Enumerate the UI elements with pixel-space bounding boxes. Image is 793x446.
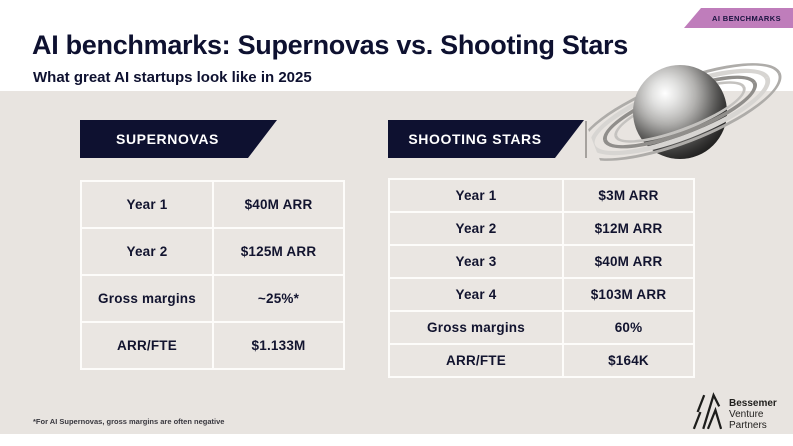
metric-value: $1.133M (214, 323, 343, 368)
metric-value: $40M ARR (564, 246, 693, 277)
bessemer-logo-text: Bessemer Venture Partners (729, 398, 777, 431)
metric-value: ~25%* (214, 276, 343, 321)
metric-label: Year 3 (390, 246, 562, 277)
badge-label: AI BENCHMARKS (712, 13, 781, 23)
metric-value: $103M ARR (564, 279, 693, 310)
page-title: AI benchmarks: Supernovas vs. Shooting S… (32, 30, 628, 60)
metric-label: Year 4 (390, 279, 562, 310)
logo-line-1: Bessemer (729, 398, 777, 409)
metric-label: Year 1 (82, 182, 212, 227)
banner-shooting-stars-label: SHOOTING STARS (408, 131, 542, 147)
metric-label: Year 1 (390, 180, 562, 211)
bessemer-lines-icon (692, 392, 723, 437)
metric-value: 60% (564, 312, 693, 343)
footnote: *For AI Supernovas, gross margins are of… (33, 417, 225, 426)
metric-label: Gross margins (390, 312, 562, 343)
metric-value: $12M ARR (564, 213, 693, 244)
ai-benchmarks-badge: AI BENCHMARKS (684, 8, 793, 28)
table-shooting-stars: Year 1 $3M ARR Year 2 $12M ARR Year 3 $4… (388, 178, 695, 378)
logo-line-2: Venture (729, 409, 764, 420)
logo-line-3: Partners (729, 420, 767, 431)
metric-value: $3M ARR (564, 180, 693, 211)
metric-label: Year 2 (82, 229, 212, 274)
table-supernovas: Year 1 $40M ARR Year 2 $125M ARR Gross m… (80, 180, 345, 370)
bessemer-logo: Bessemer Venture Partners (692, 392, 777, 437)
banner-side-divider (585, 121, 587, 158)
metric-value: $164K (564, 345, 693, 376)
metric-value: $125M ARR (214, 229, 343, 274)
metric-label: ARR/FTE (390, 345, 562, 376)
metric-label: Gross margins (82, 276, 212, 321)
bottom-white-band (0, 434, 793, 446)
banner-supernovas-label: SUPERNOVAS (116, 131, 219, 147)
metric-value: $40M ARR (214, 182, 343, 227)
metric-label: ARR/FTE (82, 323, 212, 368)
page-subtitle: What great AI startups look like in 2025 (33, 69, 312, 86)
banner-supernovas: SUPERNOVAS (80, 120, 277, 158)
metric-label: Year 2 (390, 213, 562, 244)
banner-shooting-stars: SHOOTING STARS (388, 120, 584, 158)
